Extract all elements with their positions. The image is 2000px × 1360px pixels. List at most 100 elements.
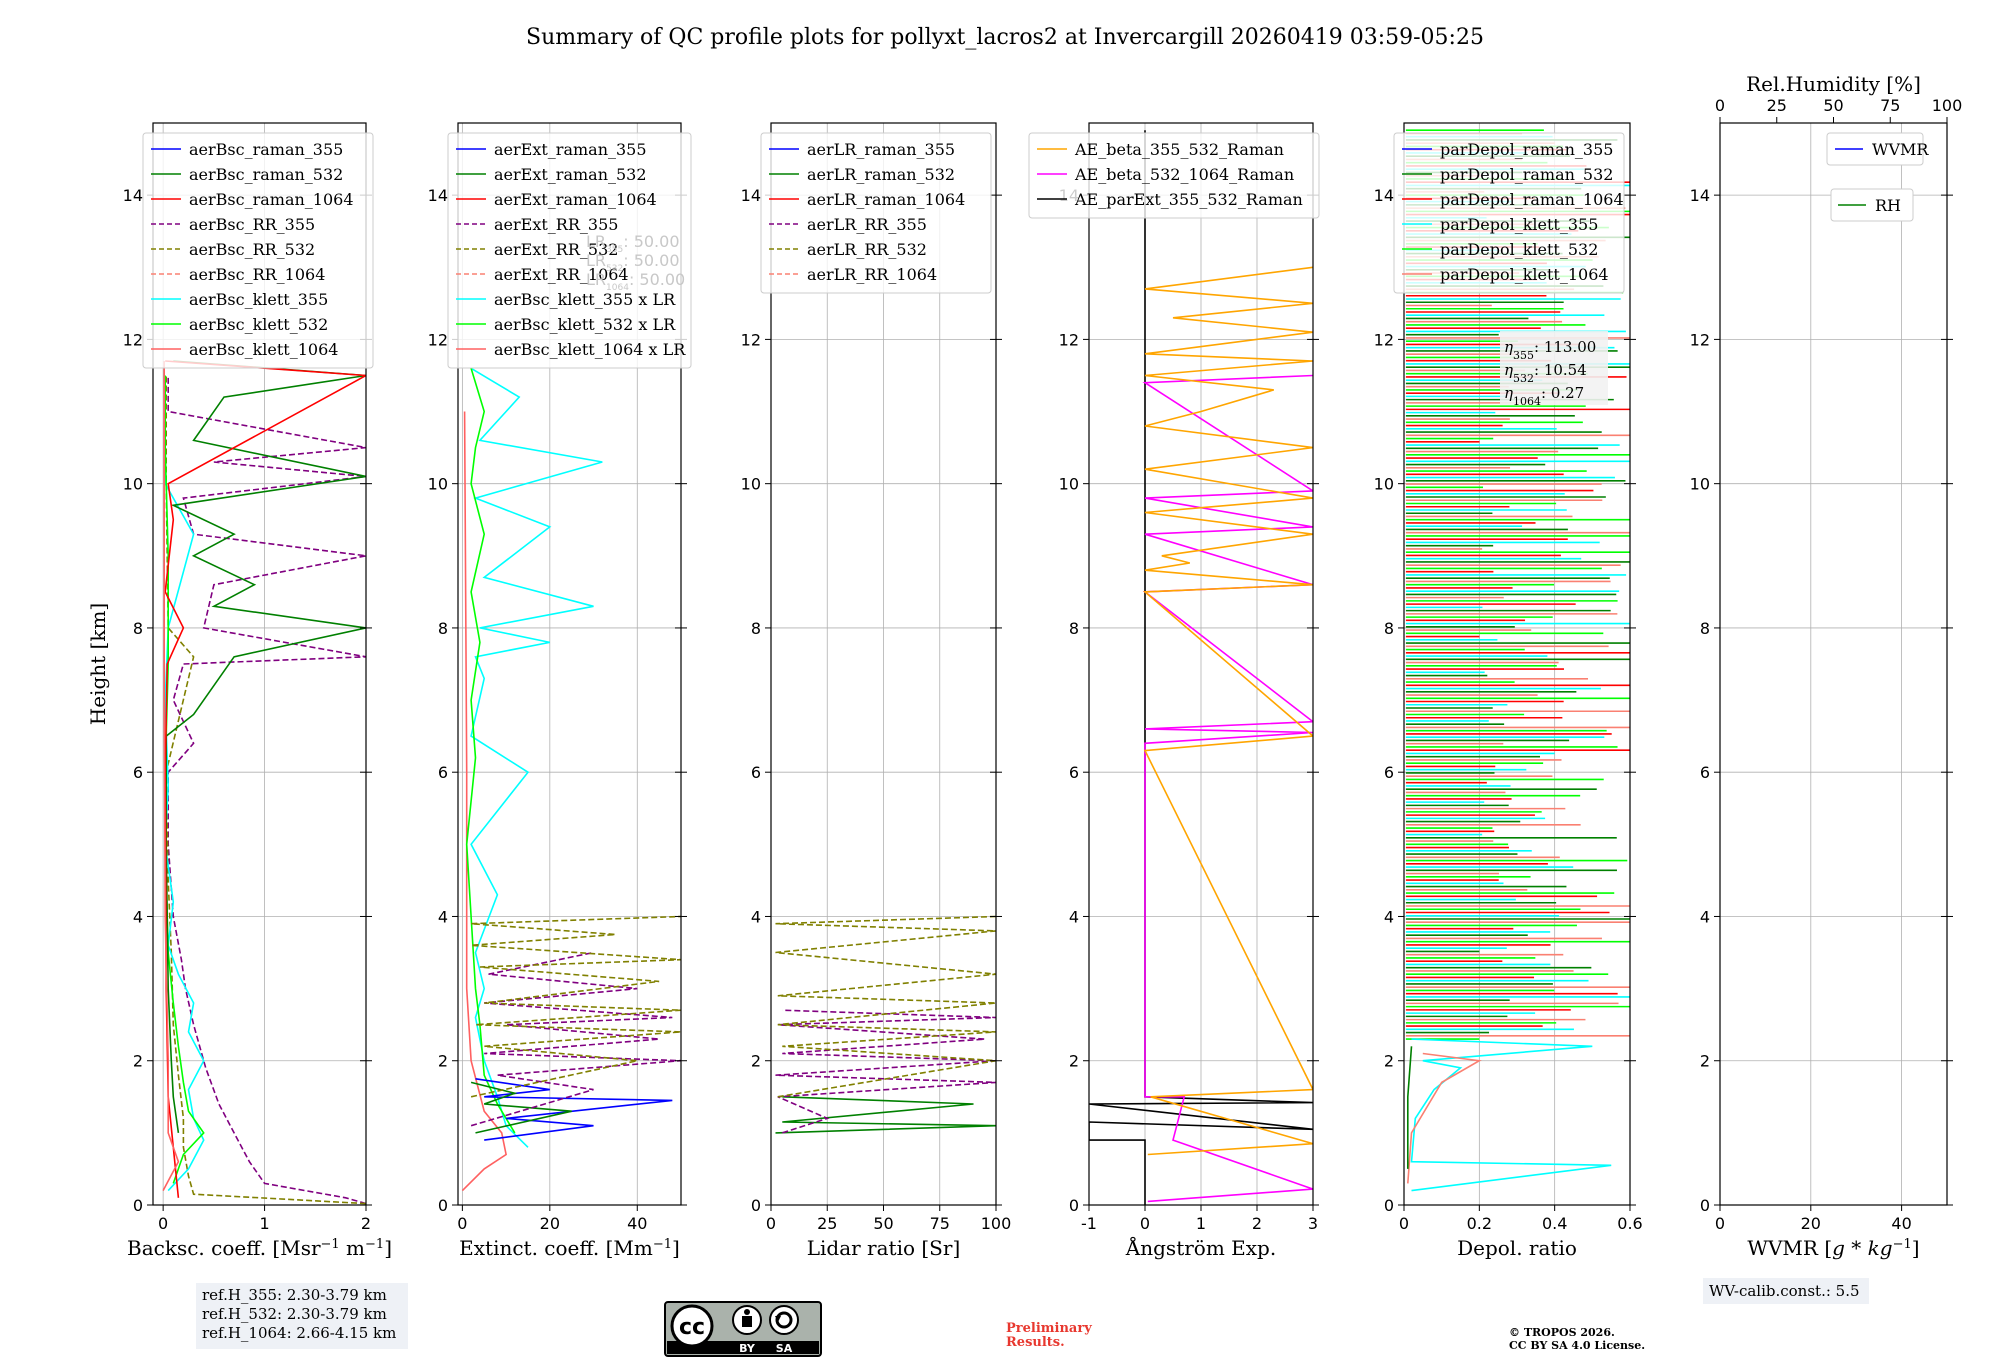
top-tick-label: 0 (1715, 96, 1725, 115)
copyright-line1: © TROPOS 2026. (1509, 1326, 1615, 1339)
legend-ae: AE_beta_355_532_Raman AE_beta_532_1064_Ra… (1028, 132, 1320, 219)
y-tick-label: 8 (751, 619, 761, 638)
legend-label: aerBsc_klett_355 x LR (494, 290, 676, 309)
legend-entry: AE_beta_355_532_Raman (1037, 140, 1284, 159)
legend-entry: aerLR_RR_532 (769, 240, 927, 259)
series-group-lr (775, 915, 996, 1134)
y-tick-label: 6 (1700, 763, 1710, 782)
y-tick-label: 6 (133, 763, 143, 782)
y-tick-label: 6 (438, 763, 448, 782)
x-tick-label: 20 (1801, 1214, 1821, 1233)
series-AE_beta_532_1064_Raman (1142, 374, 1313, 1203)
series-parDepol_klett_1064 (1407, 1052, 1482, 1184)
y-tick-label: 10 (1690, 475, 1710, 494)
y-tick-label: 10 (1374, 475, 1394, 494)
x-tick-label: 3 (1308, 1214, 1318, 1233)
top-tick-label: 25 (1767, 96, 1787, 115)
wv-calib-box: WV-calib.const.: 5.5 (1703, 1278, 1869, 1304)
series-aerBsc_raman_532 (165, 360, 366, 1134)
y-tick-label: 6 (1069, 763, 1079, 782)
legend-label: parDepol_raman_532 (1440, 165, 1613, 184)
legend-entry: aerExt_RR_532 (456, 240, 618, 259)
top-axis-label: Rel.Humidity [%] (1746, 72, 1921, 96)
y-tick-label: 4 (133, 907, 143, 926)
legend-label: aerBsc_RR_532 (189, 240, 315, 259)
legend-entry: aerBsc_raman_355 (151, 140, 343, 159)
legend-entry: aerBsc_RR_355 (151, 215, 315, 234)
y-tick-label: 2 (751, 1052, 761, 1071)
y-tick-label: 0 (133, 1196, 143, 1215)
legend-label: AE_beta_532_1064_Raman (1074, 165, 1294, 184)
ref-height-1064: ref.H_1064: 2.66-4.15 km (202, 1324, 396, 1342)
x-tick-label: 0 (457, 1214, 467, 1233)
y-tick-label: 14 (1374, 186, 1394, 205)
top-tick-label: 50 (1823, 96, 1843, 115)
y-tick-label: 8 (1700, 619, 1710, 638)
legend-label: RH (1875, 196, 1901, 215)
legend-label: aerBsc_klett_355 (189, 290, 328, 309)
panel-depol: 0 0.2 0.4 0.6 0 2 4 6 8 10 12 14 Depol. ratio parDepo… (1374, 122, 1643, 1260)
legend-entry: parDepol_raman_1064 (1402, 190, 1624, 209)
legend-entry: aerBsc_raman_532 (151, 165, 343, 184)
x-tick-label: 0 (1715, 1214, 1725, 1233)
x-tick-label: 0 (766, 1214, 776, 1233)
legend-label: aerBsc_raman_532 (189, 165, 343, 184)
legend-frame (1028, 132, 1320, 219)
y-tick-label: 0 (438, 1196, 448, 1215)
legend-lr: aerLR_raman_355 aerLR_raman_532 aerLR_rama… (760, 132, 992, 294)
x-tick-label: 0 (158, 1214, 168, 1233)
legend-entry: parDepol_klett_532 (1402, 240, 1598, 259)
y-tick-label: 10 (123, 475, 143, 494)
axes-frame-wv (1719, 122, 1948, 1206)
y-tick-label: 2 (133, 1052, 143, 1071)
cc-mark: cc (679, 1315, 705, 1340)
legend-entry: parDepol_raman_355 (1402, 140, 1613, 159)
y-tick-label: 10 (741, 475, 761, 494)
series-AE_parExt_355_532_Raman (1089, 130, 1313, 1205)
legend-label: aerBsc_RR_1064 (189, 265, 325, 284)
legend-label: aerBsc_raman_1064 (189, 190, 354, 209)
y-tick-label: 14 (428, 186, 448, 205)
eta-value-532: η532: 10.54 (1504, 361, 1587, 385)
x-tick-label: 100 (981, 1214, 1012, 1233)
y-tick-label: 8 (438, 619, 448, 638)
top-tick-label: 100 (1932, 96, 1963, 115)
lr-value-532: LR532: 50.00 (586, 251, 680, 274)
axes-frame-depol (1403, 122, 1631, 1206)
series-aerBsc_raman_1064 (164, 360, 366, 1198)
legend-label: aerLR_raman_355 (807, 140, 955, 159)
legend-frame (142, 132, 374, 369)
series-aerLR_raman_532 (775, 1096, 996, 1134)
legend-label: aerBsc_klett_532 x LR (494, 315, 676, 334)
legend-entry: aerBsc_klett_532 x LR (456, 315, 676, 334)
x-tick-label: 0.4 (1542, 1214, 1567, 1233)
preliminary-note-line2: Results. (1006, 1335, 1065, 1350)
legend-entry: aerBsc_klett_355 x LR (456, 290, 676, 309)
x-tick-label: 25 (817, 1214, 837, 1233)
x-tick-label: -1 (1081, 1214, 1097, 1233)
series-aerBsc_klett_355 x LR (470, 367, 603, 1148)
x-tick-label: 2 (361, 1214, 371, 1233)
y-tick-label: 4 (751, 907, 761, 926)
x-tick-label: 0 (1399, 1214, 1409, 1233)
legend-frame (760, 132, 992, 294)
axes-frame-bsc (152, 122, 367, 1206)
x-tick-label: 1 (1196, 1214, 1206, 1233)
legend-label: aerExt_raman_1064 (494, 190, 657, 209)
x-tick-label: 1 (259, 1214, 269, 1233)
series-AE_beta_355_532_Raman (1142, 266, 1313, 1156)
eta-value-355: η355: 113.00 (1504, 338, 1596, 362)
x-axis-label-lr: Lidar ratio [Sr] (807, 1236, 961, 1260)
legend-depol: parDepol_raman_355 parDepol_raman_532 parD… (1393, 132, 1625, 294)
legend-entry: aerBsc_klett_1064 x LR (456, 340, 686, 359)
legend-entry: parDepol_klett_355 (1402, 215, 1598, 234)
series-aerLR_RR_355 (775, 1009, 996, 1134)
series-aerExt_raman_532 (470, 1081, 572, 1134)
copyright-line2: CC BY SA 4.0 License. (1509, 1339, 1645, 1352)
legend-label: aerExt_RR_1064 (494, 265, 629, 284)
y-tick-label: 6 (751, 763, 761, 782)
legend-wv: WVMR RH (1826, 132, 1929, 222)
